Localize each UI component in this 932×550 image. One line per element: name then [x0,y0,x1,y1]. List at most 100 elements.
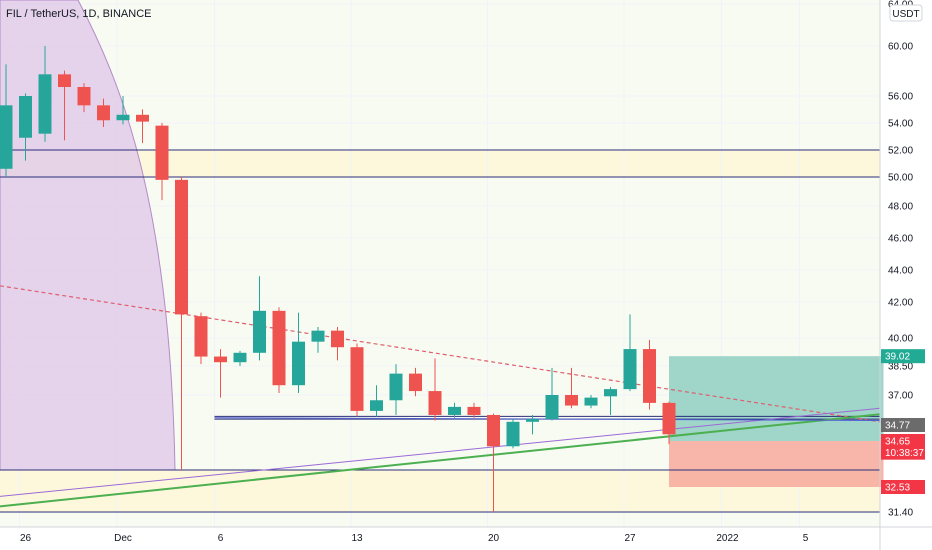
price-axis-label: 31.40 [888,508,913,519]
candle-body [584,397,598,406]
candle-body [233,352,247,363]
price-axis-label: 54.00 [888,119,913,130]
candle-body [116,114,130,121]
loss-zone [669,441,884,487]
candle [214,349,227,398]
candle [38,46,52,142]
price-tag-box [881,434,925,448]
candle [292,312,305,394]
currency-button-label: USDT [892,9,919,20]
candle [370,385,383,417]
candle-body [604,389,617,397]
price-tag-box [881,418,925,432]
blue-trendline [214,417,881,421]
candle [253,276,266,361]
candle-body [448,406,461,415]
candle-body [428,391,442,415]
price-tag-box [881,349,925,364]
price-tag-label: 10:38:37 [885,448,924,459]
candle [643,339,656,410]
candle [526,414,539,435]
candle-body [643,349,656,403]
candle-body [467,406,481,415]
candle [311,327,325,353]
price-axis-label: 37.00 [888,391,913,402]
price-tag-label: 34.65 [885,437,910,448]
candle-body [194,316,208,357]
price-axis-label: 46.00 [888,234,913,245]
candle-body [77,86,91,106]
candle-body [526,419,539,422]
candle [389,364,403,415]
price-tag-box [881,480,925,494]
candle [565,367,578,409]
price-axis-label: 40.00 [888,334,913,345]
candle [428,358,442,421]
candle [487,413,500,512]
price-axis-label: 44.00 [888,266,913,277]
dashed-trendline [0,285,881,423]
price-tag-label: 32.53 [885,483,910,494]
candle [604,387,617,415]
candle [155,123,169,201]
candle [662,401,676,445]
price-axis-label: 52.00 [888,146,913,157]
chart-title: FIL / TetherUS, 1D, BINANCE [6,8,152,20]
time-axis-label: 2022 [716,533,739,544]
price-axis-label: 60.00 [888,42,913,53]
time-axis-label: 27 [624,533,636,544]
candle-body [350,347,364,411]
candle-body [19,96,32,138]
candle-body [370,400,383,411]
price-tag-label: 34.77 [885,421,910,432]
candle-body [311,330,325,342]
time-axis-label: 20 [488,533,500,544]
time-axis-label: 26 [20,533,32,544]
candles [0,46,676,512]
price-axis-label: 56.00 [888,92,913,103]
candle-body [331,330,344,348]
price-axis-label: 48.00 [888,202,913,213]
candle-body [662,402,676,435]
candle [19,93,32,161]
candle-body [214,356,227,363]
candle-body [623,349,637,390]
yellow-zone [0,150,880,177]
price-tag: 34.77 [881,418,925,432]
candle-body [136,114,149,122]
purple-trendline [0,407,881,497]
candle-body [487,414,500,447]
candle [331,327,344,361]
price-axis-label: 38.50 [888,362,913,373]
candle-body [292,341,305,386]
trend-lines [0,285,881,508]
time-axis-label: 5 [803,533,809,544]
candle [448,402,461,418]
candle-body [38,74,52,134]
candle-body [0,105,13,169]
price-tag: 32.53 [881,480,925,494]
candle-body [272,310,286,386]
candle [58,70,71,141]
long-position-tool [669,356,884,487]
candle [350,343,364,417]
price-axis-label: 42.00 [888,298,913,309]
time-axis-label: 6 [218,533,224,544]
candle [97,98,110,127]
candle-body [506,421,520,447]
time-axis-label: Dec [114,533,132,544]
candle [467,402,481,418]
candle [584,395,598,409]
candle [506,419,520,449]
price-tag-label: 39.02 [885,352,910,363]
candle [233,350,247,366]
candle [77,83,91,113]
currency-button[interactable]: USDT [889,4,923,22]
green-trendline [0,413,881,508]
candle [175,177,188,470]
price-tag: 10:38:37 [881,445,925,460]
candle-body [565,395,578,406]
